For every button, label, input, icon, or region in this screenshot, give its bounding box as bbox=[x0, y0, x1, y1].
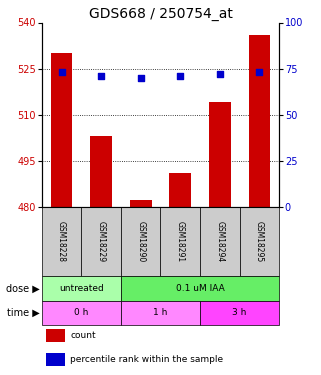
Text: GSM18291: GSM18291 bbox=[176, 221, 185, 262]
Bar bbox=[121, 276, 279, 300]
Text: GSM18294: GSM18294 bbox=[215, 221, 224, 262]
Text: time ▶: time ▶ bbox=[7, 308, 39, 318]
Bar bbox=[81, 207, 121, 276]
Text: percentile rank within the sample: percentile rank within the sample bbox=[70, 355, 223, 364]
Text: GSM18228: GSM18228 bbox=[57, 221, 66, 262]
Point bbox=[217, 71, 222, 77]
Bar bbox=[42, 207, 81, 276]
Bar bbox=[42, 300, 121, 325]
Text: GSM18229: GSM18229 bbox=[97, 221, 106, 262]
Bar bbox=[51, 53, 73, 207]
Bar bbox=[160, 207, 200, 276]
Bar bbox=[121, 300, 200, 325]
Bar bbox=[248, 35, 270, 207]
Bar bbox=[240, 207, 279, 276]
Text: 3 h: 3 h bbox=[232, 308, 247, 317]
Bar bbox=[200, 207, 240, 276]
Text: GSM18295: GSM18295 bbox=[255, 221, 264, 262]
Bar bbox=[209, 102, 231, 207]
Text: count: count bbox=[70, 332, 96, 340]
Text: untreated: untreated bbox=[59, 284, 104, 293]
Bar bbox=[169, 173, 191, 207]
Bar bbox=[47, 329, 65, 342]
Bar bbox=[42, 276, 121, 300]
Text: dose ▶: dose ▶ bbox=[5, 284, 39, 293]
Point bbox=[178, 73, 183, 79]
Bar bbox=[121, 207, 160, 276]
Point bbox=[138, 75, 143, 81]
Text: GSM18290: GSM18290 bbox=[136, 221, 145, 262]
Text: 0 h: 0 h bbox=[74, 308, 89, 317]
Bar bbox=[90, 136, 112, 207]
Point bbox=[59, 69, 64, 75]
Bar bbox=[130, 200, 152, 207]
Text: 1 h: 1 h bbox=[153, 308, 168, 317]
Point bbox=[99, 73, 104, 79]
Text: 0.1 uM IAA: 0.1 uM IAA bbox=[176, 284, 224, 293]
Title: GDS668 / 250754_at: GDS668 / 250754_at bbox=[89, 8, 232, 21]
Bar bbox=[47, 352, 65, 366]
Point bbox=[257, 69, 262, 75]
Bar bbox=[200, 300, 279, 325]
